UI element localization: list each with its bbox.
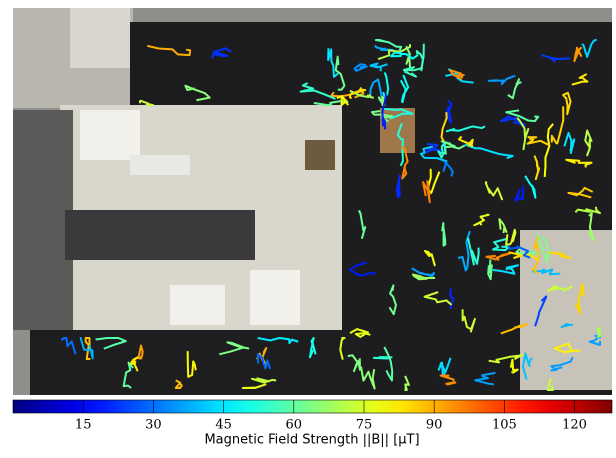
tick-label: 45 (215, 418, 232, 433)
figure: Magnetic Field Strength ||B|| [μT] 15 30 4… (0, 0, 616, 454)
tick-label: 30 (145, 418, 162, 433)
box (305, 140, 335, 170)
colorbar-label: Magnetic Field Strength ||B|| [μT] (204, 433, 419, 448)
tick-label: 120 (562, 418, 587, 433)
tick-label: 15 (75, 418, 92, 433)
tick-label: 105 (492, 418, 517, 433)
corridor (30, 330, 360, 395)
equipment (65, 210, 255, 260)
photo (13, 8, 612, 395)
cabinet (70, 8, 130, 68)
tick-label: 75 (356, 418, 373, 433)
shelf (13, 110, 73, 330)
tick-label: 90 (426, 418, 443, 433)
colorbar (13, 400, 612, 413)
keyboard (130, 155, 190, 175)
papers (250, 270, 300, 325)
papers (80, 110, 140, 160)
tick-label: 60 (286, 418, 303, 433)
papers (170, 285, 225, 325)
